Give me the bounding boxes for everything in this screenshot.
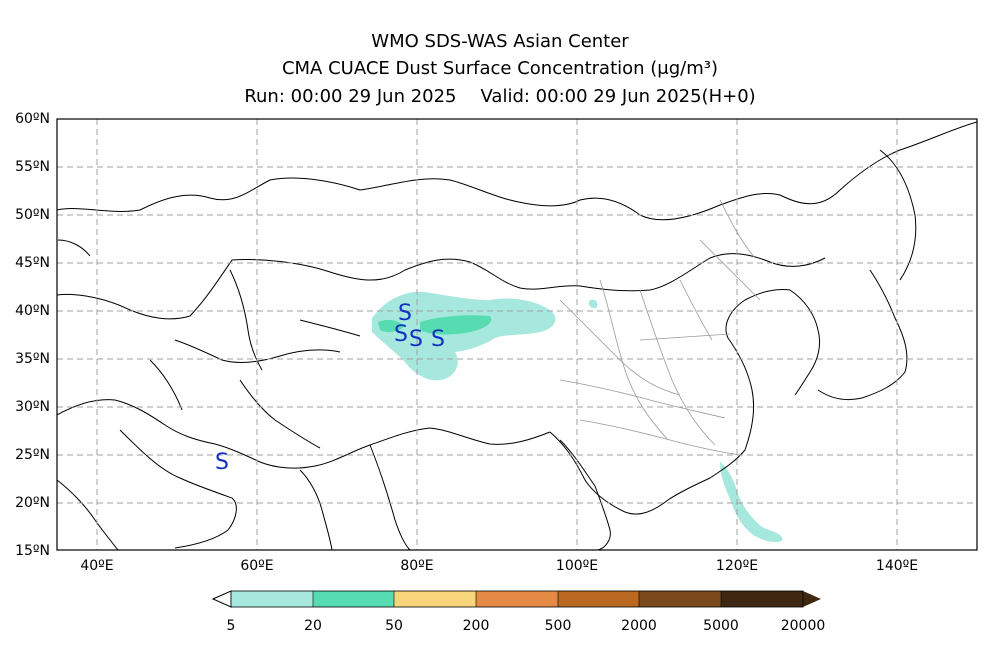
colorbar-label: 20000 (781, 618, 826, 634)
colorbar-swatch (313, 591, 394, 607)
colorbar-high-arrow (803, 591, 821, 607)
lon-tick-label: 140ºE (876, 558, 918, 574)
chart-title: WMO SDS-WAS Asian Center (371, 31, 629, 52)
colorbar-label: 200 (463, 618, 490, 634)
lat-axis: 15ºN 20ºN 25ºN 30ºN 35ºN 40ºN 45ºN 50ºN … (15, 111, 50, 559)
station-marker: S (398, 301, 412, 326)
province-borders (559, 199, 761, 456)
map-area: S S S S S (57, 119, 977, 550)
map-frame (56, 118, 978, 551)
station-marker: S (215, 450, 229, 475)
chart-subtitle: CMA CUACE Dust Surface Concentration (μg… (0, 58, 1000, 80)
lat-tick-label: 35ºN (15, 351, 50, 367)
unit-label: (μg/m³) (650, 58, 719, 79)
station-marker: S (394, 322, 408, 347)
lat-tick-label: 60ºN (15, 111, 50, 127)
lon-tick-label: 40ºE (80, 558, 113, 574)
lat-tick-label: 50ºN (15, 207, 50, 223)
colorbar-labels: 5 20 50 200 500 2000 5000 20000 (227, 618, 826, 634)
colorbar-swatch (558, 591, 639, 607)
country-borders (57, 121, 977, 550)
run-valid-line: Run: 00:00 29 Jun 2025 Valid: 00:00 29 Ju… (0, 86, 1000, 108)
lat-tick-label: 30ºN (15, 399, 50, 415)
colorbar-swatch (476, 591, 558, 607)
colorbar-label: 20 (304, 618, 322, 634)
valid-time: Valid: 00:00 29 Jun 2025(H+0) (480, 86, 756, 107)
subtitle-text: CMA CUACE Dust Surface Concentration (281, 58, 645, 79)
colorbar-label: 5 (227, 618, 236, 634)
dust-concentration-field (372, 291, 783, 543)
graticule (57, 119, 977, 550)
colorbar-frame (230, 590, 804, 608)
colorbar-label: 5000 (703, 618, 739, 634)
lat-tick-label: 25ºN (15, 447, 50, 463)
colorbar-label: 50 (385, 618, 403, 634)
colorbar-label: 2000 (621, 618, 657, 634)
colorbar-swatch (639, 591, 721, 607)
colorbar-low-arrow (211, 590, 232, 608)
lat-tick-label: 55ºN (15, 159, 50, 175)
lon-tick-label: 60ºE (240, 558, 273, 574)
lat-tick-label: 20ºN (15, 495, 50, 511)
lat-tick-label: 40ºN (15, 303, 50, 319)
station-marker: S (409, 327, 423, 352)
lon-tick-label: 120ºE (716, 558, 758, 574)
station-marker: S (431, 327, 445, 352)
run-time: Run: 00:00 29 Jun 2025 (244, 86, 457, 107)
station-markers: S S S S S (215, 301, 445, 475)
colorbar-swatch (231, 591, 313, 607)
colorbar (211, 590, 821, 608)
lon-axis: 40ºE 60ºE 80ºE 100ºE 120ºE 140ºE (80, 558, 918, 574)
colorbar-swatch (394, 591, 476, 607)
lon-tick-label: 80ºE (400, 558, 433, 574)
colorbar-label: 500 (545, 618, 572, 634)
lat-tick-label: 15ºN (15, 543, 50, 559)
colorbar-swatch (721, 591, 803, 607)
lat-tick-label: 45ºN (15, 255, 50, 271)
lon-tick-label: 100ºE (556, 558, 598, 574)
